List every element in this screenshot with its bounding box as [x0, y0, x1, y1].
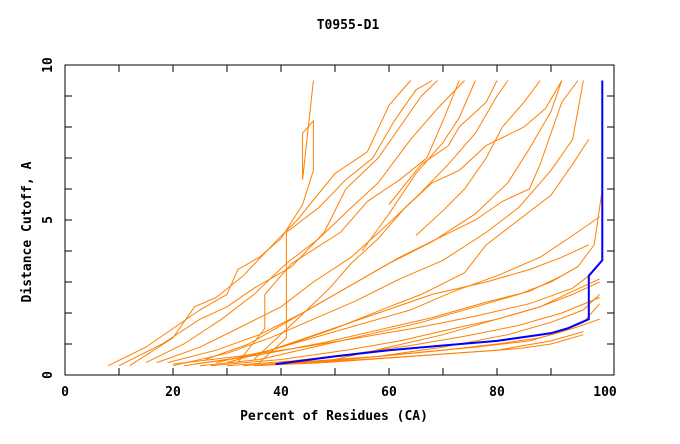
model-curve-m23: [280, 331, 584, 365]
model-curve-m21: [205, 80, 579, 360]
x-tick-label: 80: [489, 385, 505, 400]
model-curve-m17: [226, 139, 590, 364]
chart-title: T0955-D1: [317, 18, 380, 33]
model-curve-m24: [307, 294, 600, 364]
y-tick-label: 5: [41, 216, 56, 224]
model-curve-m6: [167, 80, 563, 364]
model-curve-m7: [172, 80, 584, 367]
x-tick-label: 40: [273, 385, 289, 400]
x-axis-label: Percent of Residues (CA): [240, 409, 428, 424]
model-curve-m18: [259, 80, 433, 363]
model-curve-m19: [237, 80, 460, 363]
model-curve-m25: [334, 278, 600, 360]
model-curve-m27: [388, 80, 498, 205]
model-curve-m15: [194, 266, 579, 365]
x-tick-label: 60: [381, 385, 397, 400]
x-tick-label: 0: [61, 385, 69, 400]
model-curve-m20: [253, 80, 563, 360]
model-curve-m3: [129, 80, 411, 367]
x-tick-label: 100: [593, 385, 617, 400]
model-curve-m2: [118, 80, 438, 367]
model-curve-m11: [226, 297, 600, 367]
model-curve-m16: [216, 244, 590, 364]
model-curve-m28: [415, 80, 541, 236]
model-curve-m10: [210, 281, 600, 367]
x-tick-label: 20: [165, 385, 181, 400]
model-curve-m12: [243, 318, 600, 367]
y-tick-label: 0: [41, 371, 56, 379]
plot-frame: [64, 64, 615, 376]
y-tick-label: 10: [41, 57, 56, 73]
model-curve-m9: [199, 105, 603, 367]
y-axis-label: Distance Cutoff, A: [20, 161, 35, 302]
model-curve-m26: [361, 80, 476, 252]
highlight-curve: [275, 80, 604, 366]
model-curve-m4: [145, 80, 465, 364]
